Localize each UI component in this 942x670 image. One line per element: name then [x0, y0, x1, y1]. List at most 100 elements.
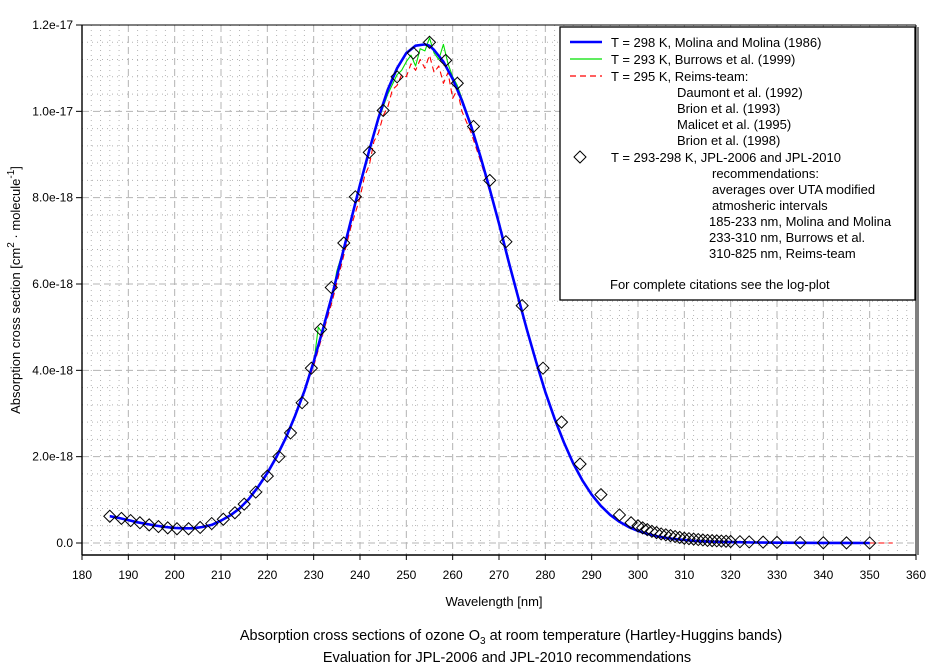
- x-tick-label: 220: [257, 568, 277, 582]
- data-point-diamond: [536, 361, 550, 375]
- y-axis-title-part-b: · molecule: [8, 179, 23, 243]
- data-point-diamond: [483, 173, 497, 188]
- data-point-diamond: [142, 518, 156, 532]
- data-point-diamond: [691, 532, 705, 547]
- legend-label-daumont: Daumont et al. (1992): [677, 85, 803, 100]
- data-point-diamond: [103, 509, 117, 523]
- data-point-diamond: [682, 531, 696, 546]
- legend-box: [559, 26, 916, 301]
- data-point-diamond: [723, 534, 738, 549]
- data-point-diamond: [216, 512, 231, 526]
- x-axis-title: Wavelength [nm]: [445, 594, 542, 609]
- y-tick-label: 4.0e-18: [32, 363, 73, 377]
- data-point-diamond: [719, 534, 733, 548]
- x-tick-label: 250: [396, 568, 416, 582]
- data-point-diamond: [205, 516, 219, 531]
- data-point-diamond: [439, 53, 453, 68]
- data-point-diamond: [663, 528, 678, 543]
- data-point-diamond: [304, 361, 319, 375]
- x-tick-label: 270: [489, 568, 509, 582]
- data-point-diamond: [659, 528, 673, 542]
- data-point-diamond: [151, 519, 166, 534]
- data-point-diamond: [260, 469, 275, 483]
- x-tick-label: 230: [304, 568, 324, 582]
- x-tick-label: 240: [350, 568, 370, 582]
- data-point-diamond: [816, 536, 831, 550]
- legend-label-range-2: 233-310 nm, Burrows et al.: [709, 230, 865, 245]
- y-tick-label: 8.0e-18: [32, 191, 73, 205]
- data-point-diamond: [839, 536, 854, 550]
- x-tick-label: 290: [582, 568, 602, 582]
- data-point-diamond: [635, 521, 650, 535]
- data-point-diamond: [733, 534, 747, 549]
- data-point-diamond: [714, 534, 729, 548]
- legend-label-intervals: atmosheric intervals: [712, 198, 828, 213]
- data-point-diamond: [133, 516, 147, 530]
- data-point-diamond: [390, 70, 404, 84]
- data-point-diamond: [237, 497, 251, 511]
- legend-label-brion-1998: Brion et al. (1998): [677, 133, 780, 148]
- data-point-diamond: [793, 535, 807, 550]
- chart-title-rest: at room temperature (Hartley-Huggins ban…: [486, 628, 783, 644]
- x-tick-label: 350: [860, 568, 880, 582]
- y-axis-title-sup-1: 2: [6, 242, 17, 248]
- y-tick-label: 2.0e-18: [32, 450, 73, 464]
- data-point-diamond: [624, 516, 638, 530]
- data-point-diamond: [640, 522, 654, 537]
- legend-label-molina: T = 298 K, Molina and Molina (1986): [611, 35, 821, 50]
- data-point-diamond: [862, 536, 877, 550]
- data-point-diamond: [668, 529, 682, 544]
- data-point-diamond: [114, 511, 129, 526]
- data-point-diamond: [686, 532, 701, 546]
- x-tick-label: 210: [211, 568, 231, 582]
- x-tick-label: 300: [628, 568, 648, 582]
- data-point-diamond: [770, 535, 784, 550]
- data-point-diamond: [554, 415, 569, 429]
- data-point-diamond: [228, 506, 242, 520]
- data-point-diamond: [705, 533, 719, 548]
- data-point-diamond: [362, 145, 376, 160]
- data-point-diamond: [594, 487, 608, 502]
- x-tick-label: 260: [443, 568, 463, 582]
- legend-label-malicet: Malicet et al. (1995): [677, 117, 791, 132]
- series-0: [109, 43, 870, 545]
- series-line: [109, 43, 870, 545]
- y-tick-label: 1.0e-17: [32, 104, 73, 118]
- data-point-diamond: [742, 535, 756, 549]
- y-tick-label: 6.0e-18: [32, 277, 73, 291]
- data-point-diamond: [376, 103, 390, 118]
- x-tick-label: 320: [721, 568, 741, 582]
- data-point-diamond: [710, 534, 724, 548]
- series-layer: [103, 35, 893, 550]
- legend-label-citations: For complete citations see the log-plot: [610, 277, 830, 292]
- data-point-diamond: [631, 519, 645, 533]
- data-point-diamond: [422, 35, 437, 49]
- y-axis-title-part-a: Absorption cross section [cm: [8, 248, 23, 414]
- chart-title-main: Absorption cross sections of ozone O: [240, 628, 480, 644]
- y-tick-label: 1.2e-17: [32, 18, 73, 32]
- x-tick-label: 190: [118, 568, 138, 582]
- x-tick-label: 180: [72, 568, 92, 582]
- legend-label-averages: averages over UTA modified: [712, 182, 875, 197]
- data-point-diamond: [161, 521, 175, 535]
- data-point-diamond: [573, 457, 587, 471]
- data-point-diamond: [324, 280, 338, 295]
- chart-title: Absorption cross sections of ozone O3 at…: [240, 628, 782, 647]
- tick-labels: 180 190 200 210 220 230 240 250 260 270 280 290 300 3…: [32, 18, 926, 582]
- y-axis-title-sup-2: -1: [6, 169, 17, 178]
- data-point-diamond: [272, 449, 286, 464]
- data-point-diamond: [313, 322, 328, 337]
- x-tick-label: 280: [535, 568, 555, 582]
- legend: T = 298 K, Molina and Molina (1986) T = …: [559, 26, 916, 301]
- data-point-diamond: [700, 533, 715, 548]
- legend-label-burrows: T = 293 K, Burrows et al. (1999): [611, 52, 795, 67]
- chart-subtitle: Evaluation for JPL-2006 and JPL-2010 rec…: [323, 650, 691, 666]
- data-point-diamond: [756, 535, 770, 549]
- data-point-diamond: [499, 234, 513, 249]
- data-point-diamond: [337, 236, 351, 250]
- legend-swatch-jpl-diamond: [573, 150, 587, 164]
- data-point-diamond: [181, 522, 196, 536]
- legend-label-brion-1993: Brion et al. (1993): [677, 101, 780, 116]
- data-point-diamond: [515, 298, 529, 313]
